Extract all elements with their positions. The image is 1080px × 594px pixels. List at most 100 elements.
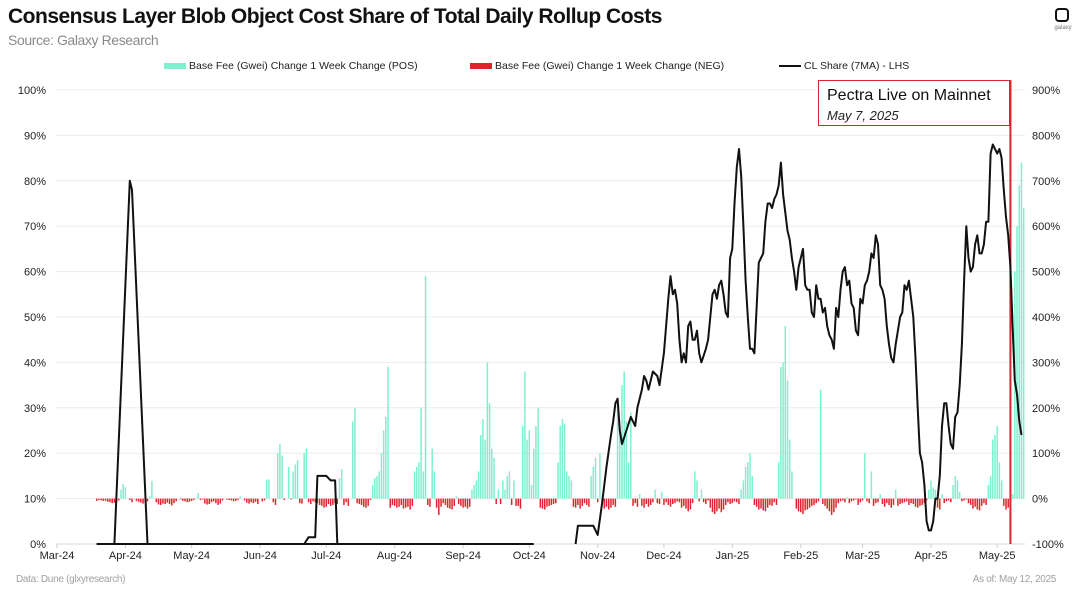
bar-neg [466, 498, 469, 509]
bar-neg [683, 498, 685, 506]
bar-pos [784, 326, 787, 499]
bar-neg [131, 498, 133, 503]
bar-neg [733, 498, 736, 502]
bar-neg [817, 498, 820, 502]
bar-pos [700, 489, 703, 499]
bar-neg [762, 498, 764, 511]
bar-pos [486, 362, 489, 499]
bar-neg [435, 498, 438, 508]
bar-neg [336, 498, 339, 505]
bar-neg [806, 498, 809, 510]
bar-neg [835, 498, 837, 508]
y-right-tick-label: 0% [1032, 494, 1048, 506]
bar-neg [135, 498, 138, 501]
bar-neg [190, 498, 193, 501]
bar-neg [919, 498, 921, 506]
bar-pos [879, 494, 881, 499]
bar-pos [568, 475, 570, 499]
bar-neg [462, 498, 464, 508]
bar-neg [232, 498, 235, 502]
bar-neg [407, 498, 409, 507]
bar-neg [451, 498, 453, 510]
bar-neg [636, 498, 639, 507]
bar-pos [387, 366, 389, 499]
bar-pos [197, 493, 199, 499]
bar-neg [663, 498, 665, 505]
x-tick-label: Apr-24 [109, 550, 142, 562]
bar-pos [122, 484, 124, 499]
bar-neg [329, 498, 332, 506]
bar-neg [440, 498, 442, 507]
bar-pos [537, 407, 539, 499]
x-axis: Mar-24 Apr-24 May-24 Jun-24 Jul-24 Aug-24 Sep-… [40, 543, 1025, 562]
bar-neg [100, 498, 102, 501]
bar-pos [378, 471, 380, 499]
bar-pos [740, 489, 742, 499]
bar-neg [517, 498, 520, 506]
bar-pos [376, 475, 378, 499]
bar-pos [1000, 480, 1003, 499]
bar-neg [235, 498, 237, 501]
legend-swatch-line [779, 65, 801, 67]
bar-pos [535, 425, 537, 499]
bar-neg [674, 498, 676, 504]
bar-neg [713, 498, 716, 515]
bar-pos [276, 453, 279, 499]
bar-pos [385, 416, 387, 499]
bar-neg [168, 498, 171, 505]
bar-pos [928, 489, 930, 499]
bar-neg [921, 498, 923, 505]
bar-neg [453, 498, 456, 506]
bar-neg [201, 498, 204, 500]
bar-neg [804, 498, 806, 511]
bar-neg [206, 498, 208, 505]
bar-neg [707, 498, 709, 501]
bar-neg [866, 498, 868, 502]
bar-neg [541, 498, 544, 509]
bar-pos [281, 455, 283, 499]
as-of-date: As of: May 12, 2025 [972, 574, 1057, 585]
bar-neg [689, 498, 692, 510]
bar-pos [371, 484, 374, 499]
bar-pos [563, 423, 566, 499]
bar-neg [983, 498, 985, 504]
bar-pos [524, 371, 526, 499]
chart-subtitle: Source: Galaxy Research [8, 32, 159, 48]
bar-neg [457, 498, 460, 505]
bar-neg [916, 498, 919, 508]
bar-neg [727, 498, 729, 503]
y-left-tick-label: 50% [24, 312, 46, 324]
bar-pos [996, 425, 998, 499]
bar-neg [546, 498, 548, 507]
bar-neg [969, 498, 972, 505]
bar-neg [217, 498, 219, 505]
bar-pos [696, 480, 698, 499]
bar-neg [356, 498, 358, 504]
annotation-date: May 7, 2025 [827, 108, 899, 123]
bar-neg [204, 498, 206, 504]
bar-neg [1007, 498, 1009, 508]
bar-pos [148, 496, 151, 499]
bar-neg [1005, 498, 1007, 510]
bar-neg [722, 498, 725, 510]
bar-neg [852, 498, 855, 501]
bar-neg [718, 498, 720, 509]
bar-pos [382, 430, 385, 499]
bar-neg [365, 498, 367, 508]
bar-pos [239, 496, 241, 499]
bar-pos [506, 475, 508, 499]
bar-neg [872, 498, 875, 506]
y-left-axis: 0% 10% 20% 30% 40% 50% 60% 70% 80% 90% 100% [18, 85, 46, 551]
bar-neg [111, 498, 113, 504]
bar-neg [841, 498, 844, 501]
bar-pos [340, 469, 343, 499]
bar-pos [493, 457, 495, 499]
bar-pos [557, 462, 559, 499]
bar-pos [521, 425, 524, 499]
bar-neg [250, 498, 252, 503]
bar-pos [431, 448, 433, 499]
bar-neg [155, 498, 158, 503]
bar-pos [504, 489, 506, 499]
bar-neg [543, 498, 546, 510]
bar-pos [934, 489, 937, 499]
